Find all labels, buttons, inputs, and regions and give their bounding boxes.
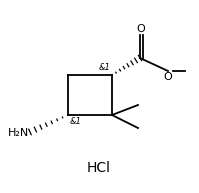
Text: O: O bbox=[164, 72, 172, 82]
Text: H₂N: H₂N bbox=[8, 128, 29, 138]
Text: &1: &1 bbox=[98, 63, 110, 72]
Text: O: O bbox=[137, 24, 145, 34]
Text: &1: &1 bbox=[70, 117, 82, 126]
Text: HCl: HCl bbox=[87, 161, 111, 175]
